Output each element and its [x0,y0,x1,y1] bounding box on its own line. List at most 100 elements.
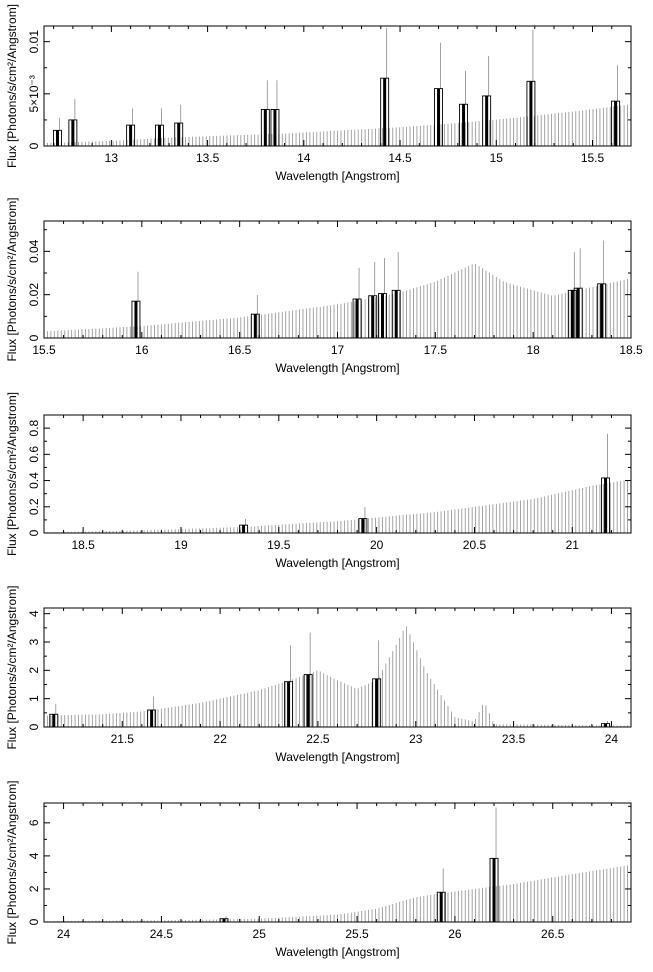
line-bin [394,290,398,338]
line-bin [253,314,257,338]
x-axis-label: Wavelength [Angstrom] [275,750,399,764]
x-tick-label: 25 [253,927,267,941]
y-tick-label: 5×10⁻³ [27,75,41,112]
line-bin [381,293,385,338]
line-bin [52,714,56,727]
line-bin [576,288,580,338]
line-bin [150,710,154,727]
y-tick-label: 0.4 [27,472,41,489]
y-tick-label: 3 [27,638,41,645]
x-tick-label: 18.5 [619,343,643,357]
x-tick-label: 14 [297,151,311,165]
y-tick-label: 0.6 [27,446,41,463]
x-tick-label: 15.5 [581,151,605,165]
line-bin [492,858,496,922]
x-tick-label: 19.5 [267,538,291,552]
x-tick-label: 23.5 [502,732,526,746]
x-axis-label: Wavelength [Angstrom] [275,945,399,959]
y-tick-label: 6 [27,819,41,826]
line-bin [222,918,226,922]
x-tick-label: 17 [331,343,345,357]
line-bin [383,78,387,146]
y-tick-label: 0.2 [27,498,41,515]
chart-panel-3: 18.5 19 19.5 20 20.5 21 0 0.2 0.4 0.6 0.8 Wavelengt… [5,392,632,570]
x-tick-label: 24 [605,732,619,746]
y-tick-label: 2 [27,667,41,674]
x-tick-label: 26.5 [541,927,565,941]
x-tick-label: 13 [105,151,119,165]
x-tick-label: 21 [566,538,580,552]
line-bin [529,81,533,146]
y-tick-label: 0.01 [27,30,41,54]
x-tick-label: 26 [448,927,462,941]
x-tick-label: 17.5 [424,343,448,357]
x-tick-label: 19 [174,538,188,552]
y-tick-label: 0 [27,334,41,341]
y-tick-label: 1 [27,695,41,702]
y-tick-label: 0.04 [27,239,41,263]
x-tick-label: 16.5 [228,343,252,357]
y-tick-label: 0.02 [27,283,41,307]
chart-panel-2: 15.5 16 16.5 17 17.5 18 18.5 0 0.02 0.04 Wavelengt… [5,197,643,375]
continuum-envelope [43,626,632,727]
x-tick-label: 14.5 [388,151,412,165]
x-tick-label: 22 [213,732,227,746]
continuum-envelope [43,104,632,146]
line-bin [55,130,59,146]
line-bin [129,125,133,146]
y-tick-label: 4 [27,852,41,859]
x-tick-label: 20.5 [463,538,487,552]
line-bin [462,104,466,146]
line-bin [287,681,291,727]
x-axis-label: Wavelength [Angstrom] [275,169,399,183]
x-tick-label: 16 [135,343,149,357]
line-bin [600,283,604,338]
x-tick-label: 13.5 [196,151,220,165]
x-tick-label: 24.5 [150,927,174,941]
y-axis-label: Flux [Photons/s/cm²/Angstrom] [5,197,19,361]
line-bin [485,95,489,146]
x-axis-label: Wavelength [Angstrom] [275,556,399,570]
x-tick-label: 20 [370,538,384,552]
x-tick-label: 15.5 [32,343,56,357]
x-tick-label: 18.5 [71,538,95,552]
y-axis-label: Flux [Photons/s/cm²/Angstrom] [5,780,19,944]
continuum-envelope [43,864,632,922]
plot-frame [43,25,632,147]
x-tick-label: 22.5 [306,732,330,746]
y-tick-label: 0.8 [27,419,41,436]
x-tick-label: 21.5 [111,732,135,746]
line-bin [177,123,181,146]
line-bin [355,299,359,338]
line-bin [134,301,138,338]
line-bin [604,477,608,533]
x-tick-label: 24 [57,927,71,941]
y-tick-label: 0 [27,918,41,925]
line-bin [273,109,277,146]
y-axis-label: Flux [Photons/s/cm²/Angstrom] [5,4,19,168]
y-axis-label: Flux [Photons/s/cm²/Angstrom] [5,392,19,556]
continuum-envelope [43,263,632,338]
plot-frame [43,414,632,534]
line-bin [614,101,618,146]
line-bin [371,295,375,338]
line-bin [263,109,267,146]
y-tick-label: 4 [27,610,41,617]
x-tick-label: 25.5 [345,927,369,941]
continuum-envelope [43,479,632,533]
chart-panel-1: 13 13.5 14 14.5 15 15.5 0 5×10⁻³ 0.01 Wavelength … [5,4,632,183]
x-tick-label: 18 [526,343,540,357]
plot-frame [43,802,632,923]
line-bin [157,125,161,146]
x-tick-label: 23 [409,732,423,746]
y-tick-label: 0 [27,723,41,730]
x-tick-label: 15 [490,151,504,165]
line-bin [242,525,246,533]
y-axis-label: Flux [Photons/s/cm²/Angstrom] [5,585,19,749]
line-bin [361,518,365,533]
line-bin [437,88,441,146]
y-tick-label: 0 [27,529,41,536]
x-axis-label: Wavelength [Angstrom] [275,361,399,375]
